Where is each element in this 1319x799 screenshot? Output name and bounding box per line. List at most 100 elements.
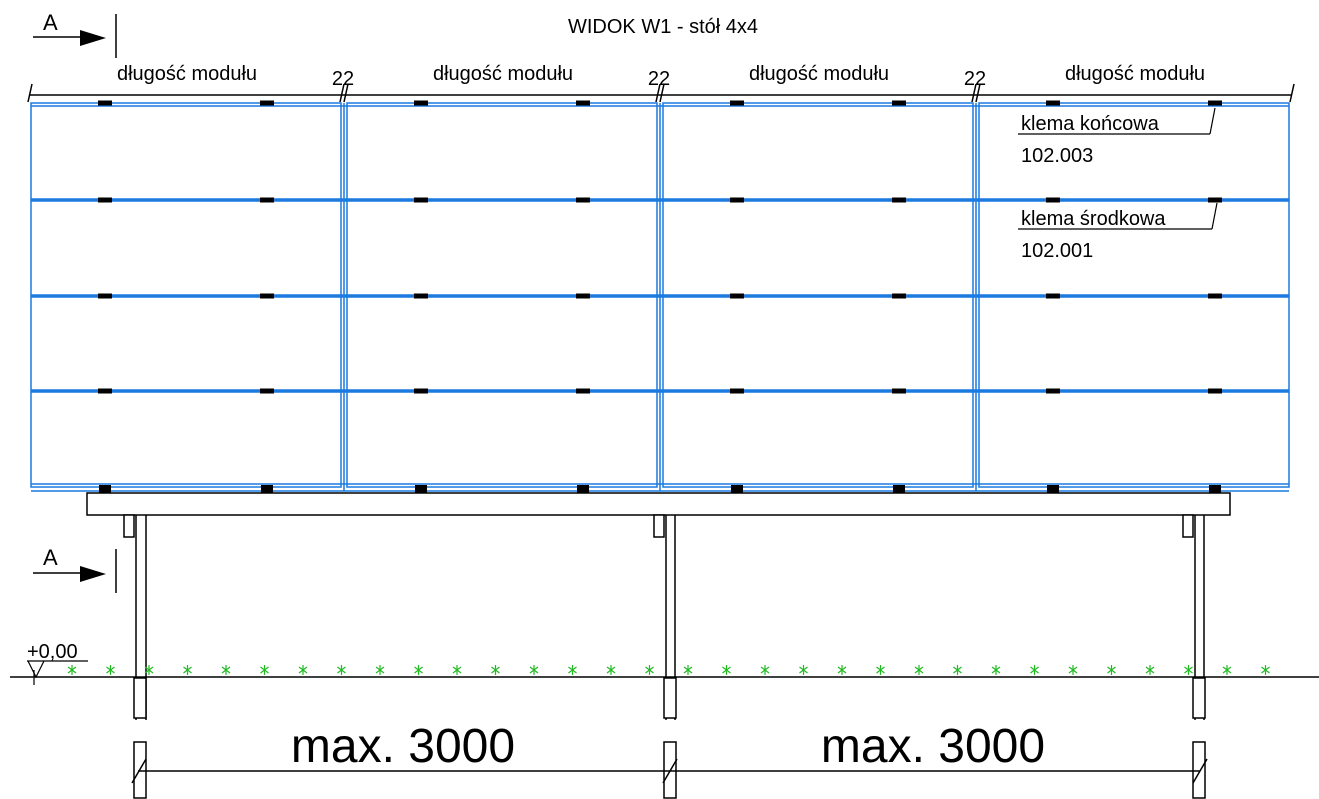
module-length-label-3: długość modułu (749, 63, 889, 85)
clamp-set (98, 100, 1222, 493)
clamp (414, 197, 428, 203)
section-letter-middle: A (43, 545, 58, 570)
clamp (98, 293, 112, 299)
end-clamp-bottom (415, 485, 427, 493)
module-gap-label-3: 22 (964, 68, 986, 90)
grass-icon (298, 665, 308, 675)
end-clamp-bottom (1047, 485, 1059, 493)
clamp (576, 197, 590, 203)
grass-icon (67, 665, 77, 675)
post-middle (653, 514, 677, 799)
grass-icon (1222, 665, 1232, 675)
grass-icon (722, 665, 731, 675)
grass-icon (1145, 665, 1155, 675)
view-title: WIDOK W1 - stół 4x4 (568, 16, 758, 38)
grass-icon (106, 665, 115, 675)
module-gap-label-1: 22 (332, 68, 354, 90)
clamp (98, 100, 112, 106)
grass-icon (837, 665, 847, 675)
span-dimension-line (131, 758, 1208, 784)
arrow-right-icon (80, 566, 106, 582)
grass-icon (337, 665, 346, 675)
grass-icon (606, 665, 616, 675)
module-length-label-1: długość modułu (117, 63, 257, 85)
ground-level-marker: +0,00 (27, 641, 88, 685)
clamp (98, 388, 112, 394)
grass-icon (375, 665, 385, 675)
clamp (730, 100, 744, 106)
pv-module-row-joints (31, 198, 1289, 393)
grass-icon (953, 665, 962, 675)
clamp (576, 388, 590, 394)
clamp (260, 293, 274, 299)
grass-icon (645, 665, 654, 675)
span-label-2: max. 3000 (821, 720, 1045, 773)
grass-icon (1184, 665, 1193, 675)
module-dimension-line (27, 83, 1295, 103)
arrow-right-icon (80, 30, 106, 46)
end-clamp-bottom (577, 485, 589, 493)
section-marker-top: A (33, 10, 117, 58)
grass-icon (760, 665, 770, 675)
grass-icon (914, 665, 924, 675)
grass-icon (529, 665, 539, 675)
clamp (892, 197, 906, 203)
section-letter-top: A (43, 10, 58, 35)
clamp (730, 293, 744, 299)
end-clamp-bottom (1209, 485, 1221, 493)
grass-icon (1068, 665, 1078, 675)
pv-module-grid (30, 102, 1290, 492)
middle-clamp-code: 102.001 (1021, 240, 1093, 262)
grass-icon (1030, 665, 1039, 675)
middle-clamp-callout: klema środkowa 102.001 (1018, 202, 1218, 262)
middle-clamp-name: klema środkowa (1021, 208, 1166, 230)
clamp (892, 293, 906, 299)
end-clamp-bottom (261, 485, 273, 493)
level-triangle-icon (27, 660, 45, 679)
module-length-label-2: długość modułu (433, 63, 573, 85)
clamp (730, 388, 744, 394)
clamp (1046, 197, 1060, 203)
grass-icon (491, 665, 500, 675)
clamp (1046, 388, 1060, 394)
grass-icon (683, 665, 693, 675)
end-clamp-bottom (99, 485, 111, 493)
clamp (414, 100, 428, 106)
grass-symbols (67, 665, 1270, 675)
clamp (414, 388, 428, 394)
grass-icon (183, 665, 192, 675)
module-length-label-4: długość modułu (1065, 63, 1205, 85)
clamp (1208, 197, 1222, 203)
ground-level-label: +0,00 (27, 641, 78, 663)
grass-icon (260, 665, 269, 675)
grass-icon (221, 665, 231, 675)
clamp (576, 293, 590, 299)
clamp (1046, 100, 1060, 106)
grass-icon (452, 665, 462, 675)
grass-icon (799, 665, 808, 675)
end-clamp-bottom (731, 485, 743, 493)
post-left (123, 514, 147, 799)
grass-icon (1107, 665, 1116, 675)
grass-icon (568, 665, 577, 675)
section-marker-middle: A (33, 545, 117, 593)
clamp (892, 388, 906, 394)
clamp (260, 100, 274, 106)
clamp (1208, 388, 1222, 394)
grass-icon (991, 665, 1001, 675)
grass-icon (414, 665, 423, 675)
clamp (98, 197, 112, 203)
span-label-1: max. 3000 (291, 720, 515, 773)
post-right (1182, 514, 1206, 799)
clamp (260, 197, 274, 203)
clamp (576, 100, 590, 106)
support-beam (86, 492, 1231, 516)
clamp (260, 388, 274, 394)
end-clamp-bottom (893, 485, 905, 493)
clamp (414, 293, 428, 299)
grass-icon (1261, 665, 1270, 675)
end-clamp-code: 102.003 (1021, 145, 1093, 167)
clamp (1208, 100, 1222, 106)
grass-icon (144, 665, 154, 675)
